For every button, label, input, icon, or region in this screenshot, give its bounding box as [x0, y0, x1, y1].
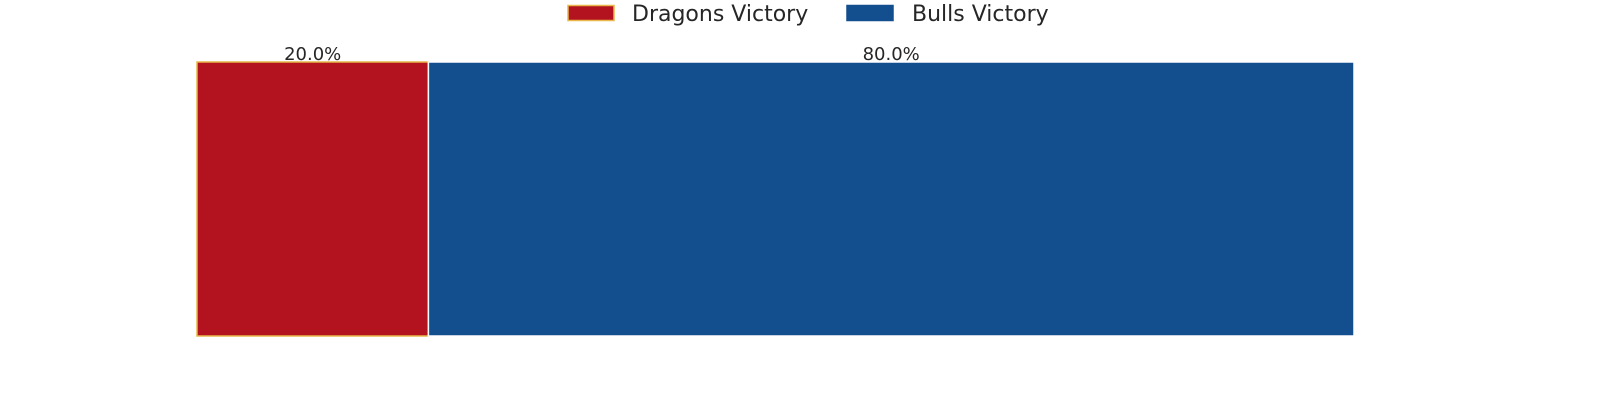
data-label-dragons-victory: 20.0% [284, 44, 341, 65]
bar-group [196, 61, 1355, 337]
legend-swatch-bulls-victory [846, 4, 894, 22]
legend-label-dragons-victory: Dragons Victory [632, 2, 808, 27]
legend-swatch-dragons-victory [567, 4, 615, 22]
legend-label-bulls-victory: Bulls Victory [912, 2, 1049, 27]
data-labels: 20.0% 80.0% [284, 44, 920, 65]
legend: Dragons Victory Bulls Victory [567, 2, 1049, 27]
data-label-bulls-victory: 80.0% [863, 44, 920, 65]
bar-dragons-victory [196, 61, 430, 337]
bar-bulls-victory [427, 61, 1355, 337]
